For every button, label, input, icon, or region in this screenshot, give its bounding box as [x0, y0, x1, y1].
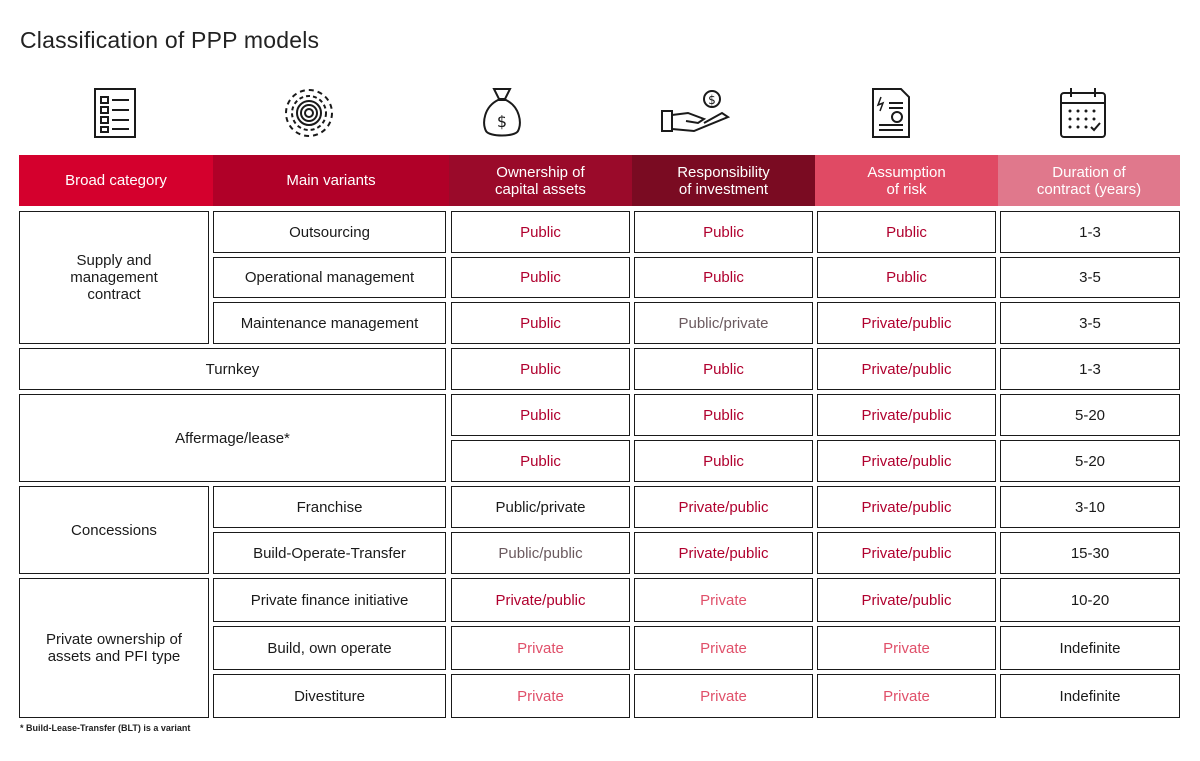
- variant-cell: Build, own operate: [213, 626, 446, 670]
- header-investment: Responsibility of investment: [632, 155, 815, 206]
- investment-cell: Private/public: [634, 486, 813, 528]
- category-affermage: Affermage/lease*: [19, 394, 446, 482]
- duration-cell: 5-20: [1000, 440, 1180, 482]
- header-main-variants: Main variants: [213, 155, 449, 206]
- duration-cell: Indefinite: [1000, 674, 1180, 718]
- risk-cell: Private/public: [817, 394, 996, 436]
- duration-cell: 3-5: [1000, 302, 1180, 344]
- header-broad-category: Broad category: [19, 155, 213, 206]
- ownership-cell: Public/private: [451, 486, 630, 528]
- investment-cell: Public: [634, 211, 813, 253]
- gear-icon: [281, 85, 337, 141]
- risk-cell: Private/public: [817, 302, 996, 344]
- risk-cell: Public: [817, 211, 996, 253]
- duration-cell: Indefinite: [1000, 626, 1180, 670]
- duration-cell: 1-3: [1000, 211, 1180, 253]
- risk-cell: Private: [817, 674, 996, 718]
- header-duration: Duration of contract (years): [998, 155, 1180, 206]
- hand-coin-icon: $: [660, 85, 732, 141]
- investment-cell: Public: [634, 257, 813, 298]
- risk-cell: Private/public: [817, 486, 996, 528]
- risk-cell: Private/public: [817, 348, 996, 390]
- variant-cell: Franchise: [213, 486, 446, 528]
- ownership-cell: Private: [451, 674, 630, 718]
- risk-cell: Private/public: [817, 440, 996, 482]
- investment-cell: Public: [634, 348, 813, 390]
- category-concessions: Concessions: [19, 486, 209, 574]
- duration-cell: 15-30: [1000, 532, 1180, 574]
- risk-cell: Public: [817, 257, 996, 298]
- ownership-cell: Public: [451, 440, 630, 482]
- investment-cell: Private: [634, 578, 813, 622]
- checklist-icon: [87, 85, 143, 141]
- duration-cell: 1-3: [1000, 348, 1180, 390]
- ownership-cell: Private: [451, 626, 630, 670]
- investment-cell: Private: [634, 674, 813, 718]
- ownership-cell: Public: [451, 394, 630, 436]
- duration-cell: 3-5: [1000, 257, 1180, 298]
- ownership-cell: Public/public: [451, 532, 630, 574]
- variant-cell: Operational management: [213, 257, 446, 298]
- svg-text:$: $: [497, 112, 507, 131]
- money-bag-icon: $: [474, 85, 530, 141]
- ownership-cell: Public: [451, 302, 630, 344]
- category-supply: Supply and management contract: [19, 211, 209, 344]
- ownership-cell: Private/public: [451, 578, 630, 622]
- duration-cell: 3-10: [1000, 486, 1180, 528]
- page-title: Classification of PPP models: [20, 27, 320, 53]
- category-private: Private ownership of assets and PFI type: [19, 578, 209, 718]
- variant-cell: Outsourcing: [213, 211, 446, 253]
- ownership-cell: Public: [451, 257, 630, 298]
- header-ownership: Ownership of capital assets: [449, 155, 632, 206]
- variant-cell: Private finance initiative: [213, 578, 446, 622]
- svg-text:$: $: [708, 93, 716, 107]
- category-turnkey: Turnkey: [19, 348, 446, 390]
- ownership-cell: Public: [451, 211, 630, 253]
- calendar-icon: [1055, 85, 1111, 141]
- risk-cell: Private: [817, 626, 996, 670]
- duration-cell: 5-20: [1000, 394, 1180, 436]
- variant-cell: Build-Operate-Transfer: [213, 532, 446, 574]
- header-risk: Assumption of risk: [815, 155, 998, 206]
- variant-cell: Maintenance management: [213, 302, 446, 344]
- footnote: * Build-Lease-Transfer (BLT) is a varian…: [20, 723, 191, 733]
- ownership-cell: Public: [451, 348, 630, 390]
- investment-cell: Private/public: [634, 532, 813, 574]
- invoice-document-icon: [863, 85, 919, 141]
- duration-cell: 10-20: [1000, 578, 1180, 622]
- risk-cell: Private/public: [817, 578, 996, 622]
- investment-cell: Public: [634, 394, 813, 436]
- risk-cell: Private/public: [817, 532, 996, 574]
- variant-cell: Divestiture: [213, 674, 446, 718]
- investment-cell: Public/private: [634, 302, 813, 344]
- investment-cell: Private: [634, 626, 813, 670]
- investment-cell: Public: [634, 440, 813, 482]
